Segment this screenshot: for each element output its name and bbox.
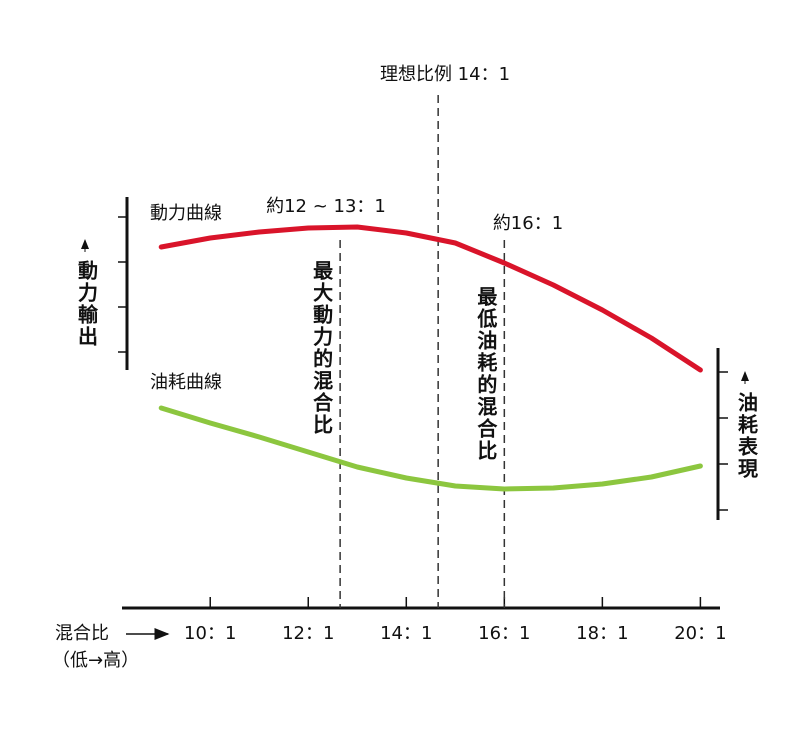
series-line	[158, 224, 703, 373]
x-tick-label: 16：1	[478, 623, 530, 644]
x-tick-label: 20：1	[674, 623, 726, 644]
reference-note: 最低油耗的混合比	[474, 286, 498, 462]
y2-label: 油耗表現	[735, 391, 759, 480]
x-label: 混合比	[55, 623, 109, 644]
x-tick-label: 12：1	[282, 623, 334, 644]
series-label: 油耗曲線	[150, 372, 222, 393]
reference-label: 約12 ~ 13：1	[266, 196, 386, 217]
reference-note: 最大動力的混合比	[310, 260, 334, 436]
reference-label: 約16：1	[493, 213, 563, 234]
x-tick-label: 18：1	[576, 623, 628, 644]
series-label: 動力曲線	[150, 203, 222, 224]
reference-label: 理想比例 14：1	[380, 64, 510, 85]
x-label-note: （低→高）	[52, 650, 139, 671]
series-line	[158, 405, 703, 492]
x-tick-label: 14：1	[380, 623, 432, 644]
x-tick-label: 10：1	[184, 623, 236, 644]
y-label: 動力輸出	[75, 260, 99, 348]
axis-ticks	[118, 216, 728, 511]
